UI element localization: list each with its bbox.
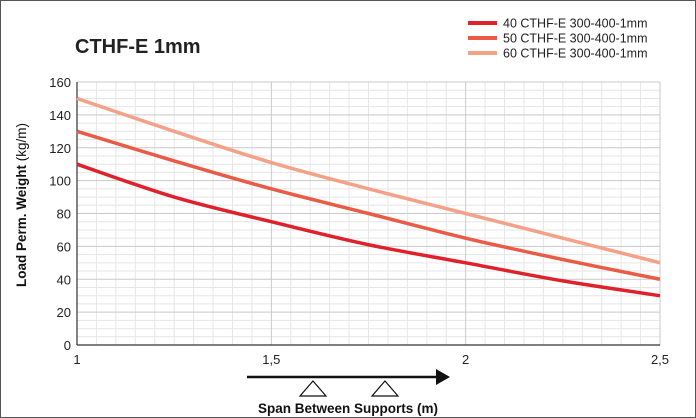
y-tick-label: 140	[49, 108, 71, 123]
x-axis-annotation: Span Between Supports (m)	[247, 369, 450, 416]
series-line-1	[76, 162, 661, 298]
support-triangle-icon	[298, 380, 328, 397]
y-tick-label: 100	[49, 174, 71, 189]
support-triangle-icon	[370, 380, 400, 397]
x-tick-label: 1	[73, 352, 80, 367]
y-tick-label: 160	[49, 75, 71, 90]
chart-title: CTHF-E 1mm	[75, 36, 201, 58]
y-tick-label: 80	[57, 207, 71, 222]
series-line-2	[76, 129, 661, 281]
x-tick-label: 2	[462, 352, 469, 367]
y-axis-title-main: Load Perm. Weight	[14, 164, 29, 287]
legend-label: 40 CTHF-E 300-400-1mm	[503, 17, 648, 31]
x-axis-title: Span Between Supports (m)	[258, 401, 438, 416]
y-tick-label: 20	[57, 305, 71, 320]
direction-arrowhead-icon	[436, 369, 450, 385]
y-axis-title-unit: (kg/m)	[14, 123, 29, 161]
y-tick-label: 120	[49, 141, 71, 156]
y-tick-label: 40	[57, 272, 71, 287]
legend-label: 60 CTHF-E 300-400-1mm	[503, 47, 648, 61]
y-tick-label: 60	[57, 239, 71, 254]
y-tick-label: 0	[64, 338, 71, 353]
legend-label: 50 CTHF-E 300-400-1mm	[503, 32, 648, 46]
grid	[76, 81, 661, 346]
x-tick-label: 1,5	[262, 352, 280, 367]
x-tick-label: 2,5	[651, 352, 669, 367]
axes: 0 20 40 60 80 100 120 140 160 1 1,5 2 2,5	[49, 75, 669, 367]
series-layer	[76, 96, 661, 298]
y-axis-title: Load Perm. Weight (kg/m)	[14, 123, 29, 287]
series-line-3	[76, 96, 661, 265]
